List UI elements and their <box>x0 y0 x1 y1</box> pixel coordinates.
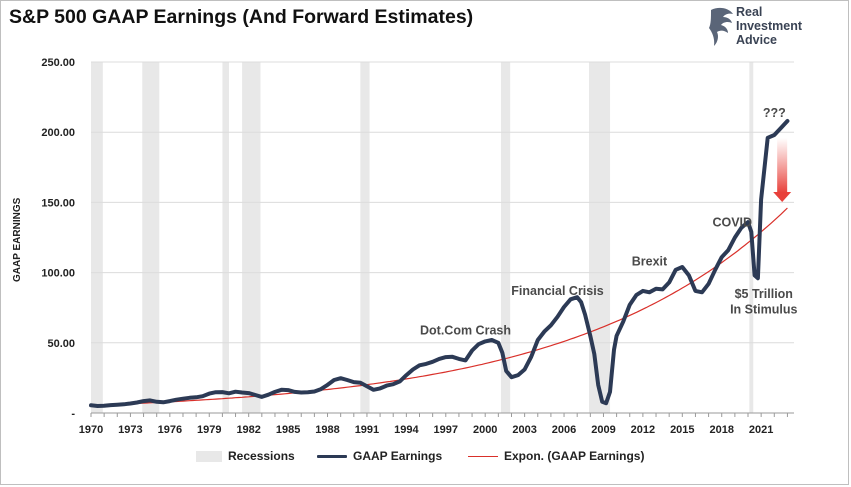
recession-band-0 <box>91 62 103 413</box>
recession-band-3 <box>242 62 261 413</box>
x-tick-label: 2012 <box>631 424 655 436</box>
brand-line-1: Real <box>736 5 763 19</box>
x-tick-label: 1982 <box>236 424 260 436</box>
annotation-label: Dot.Com Crash <box>420 323 511 337</box>
legend-item-trend: Expon. (GAAP Earnings) <box>468 449 644 463</box>
x-tick-label: 2003 <box>512 424 536 436</box>
legend-swatch-recessions <box>196 450 222 462</box>
recession-band-4 <box>360 62 370 413</box>
x-tick-label: 2021 <box>749 424 773 436</box>
annotation-label: Brexit <box>632 255 668 269</box>
legend-label-gaap: GAAP Earnings <box>353 449 443 463</box>
annotation-label: COVID <box>712 215 752 229</box>
y-tick-label: 150.00 <box>41 197 75 209</box>
brand-logo <box>709 7 733 46</box>
legend-swatch-gaap <box>317 454 347 458</box>
x-tick-label: 2015 <box>670 424 694 436</box>
y-tick-label: - <box>71 408 75 420</box>
annotation-label: In Stimulus <box>730 302 797 316</box>
brand-line-3: Advice <box>736 33 777 47</box>
recession-band-1 <box>142 62 160 413</box>
legend-label-trend: Expon. (GAAP Earnings) <box>504 449 645 463</box>
y-tick-label: 50.00 <box>47 338 75 350</box>
recession-band-5 <box>500 62 511 413</box>
x-tick-label: 1985 <box>276 424 300 436</box>
x-tick-label: 2018 <box>709 424 733 436</box>
chart-title: S&P 500 GAAP Earnings (And Forward Estim… <box>9 6 474 28</box>
x-tick-label: 1973 <box>118 424 142 436</box>
annotation-label: Financial Crisis <box>511 284 603 298</box>
legend-label-recessions: Recessions <box>228 449 295 463</box>
y-tick-label: 200.00 <box>41 127 75 139</box>
x-tick-label: 1976 <box>158 424 182 436</box>
forecast-arrow-head <box>773 191 792 202</box>
series-line-gaap-earnings <box>89 119 790 408</box>
x-tick-label: 1994 <box>394 424 419 436</box>
x-tick-label: 1970 <box>79 424 103 436</box>
legend-item-gaap: GAAP Earnings <box>317 449 442 463</box>
x-tick-label: 2006 <box>552 424 576 436</box>
legend-swatch-trend <box>468 455 498 457</box>
legend: Recessions GAAP Earnings Expon. (GAAP Ea… <box>0 449 851 465</box>
brand-wordmark: Real Investment Advice <box>736 5 802 47</box>
x-tick-label: 1988 <box>315 424 339 436</box>
y-tick-label: 250.00 <box>41 57 75 69</box>
y-tick-label: 100.00 <box>41 268 75 280</box>
forecast-arrow-shaft <box>777 137 788 193</box>
x-tick-label: 2009 <box>591 424 615 436</box>
x-tick-label: 1991 <box>355 424 379 436</box>
annotation-label: ??? <box>763 106 786 120</box>
recession-band-6 <box>589 62 611 413</box>
x-tick-label: 1997 <box>434 424 458 436</box>
annotation-label: $5 Trillion <box>735 287 793 301</box>
x-tick-label: 1979 <box>197 424 221 436</box>
x-tick-label: 2000 <box>473 424 497 436</box>
brand-line-2: Investment <box>736 19 802 33</box>
legend-item-recessions: Recessions <box>196 449 295 463</box>
trendline-expon <box>90 207 788 406</box>
recession-band-2 <box>222 62 229 413</box>
